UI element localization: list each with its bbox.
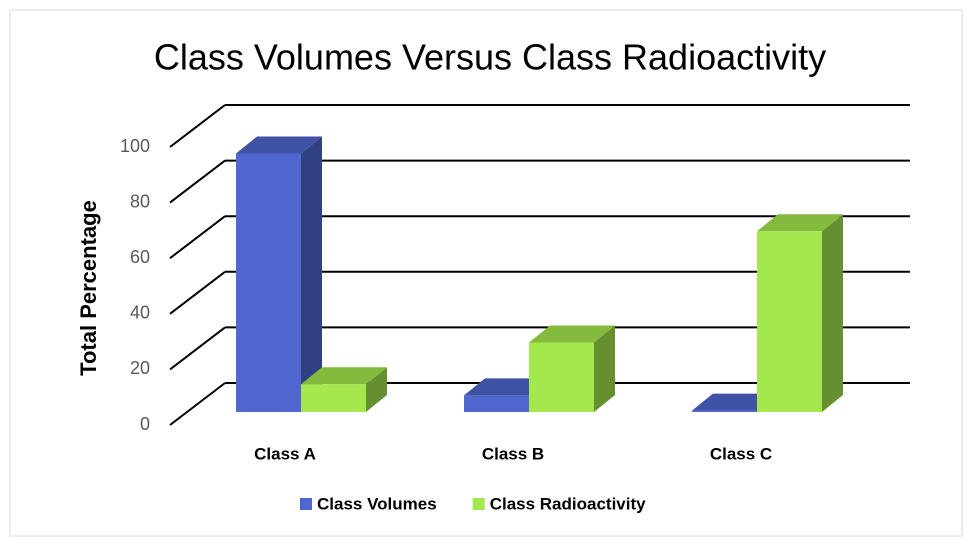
x-tick-label: Class C [710,444,772,463]
bar-top [692,393,778,411]
y-tick-label: 0 [140,414,150,434]
bar-side [366,367,387,412]
y-tick-label: 40 [130,303,150,323]
bar-side [301,136,322,412]
bar [529,342,594,412]
y-tick-label: 80 [130,191,150,211]
bar-top [757,214,843,232]
bar-side [594,325,615,412]
chart-title: Class Volumes Versus Class Radioactivity [154,37,826,78]
y-tick-label: 100 [120,136,150,156]
legend-swatch [472,498,485,510]
x-tick-label: Class A [254,444,316,463]
bar-top [529,325,615,343]
y-tick-label: 20 [130,358,150,378]
grid-line [169,326,226,371]
x-tick-label: Class B [482,444,544,463]
legend-label: Class Volumes [317,494,437,513]
legend-swatch [300,498,312,510]
y-axis-label: Total Percentage [76,200,101,376]
bar [236,153,301,412]
grid-line [169,271,226,315]
bar-top [464,378,550,396]
bar [301,384,366,412]
bar [464,395,529,412]
y-tick-label: 60 [130,247,150,267]
grid-line [169,159,226,204]
grid-line [169,215,226,259]
legend-label: Class Radioactivity [490,494,646,513]
bar-top [301,367,387,385]
grid-line [169,104,226,148]
bar-top [236,136,322,154]
bar [757,231,822,412]
bar-side [822,214,843,412]
grid-line [169,382,226,426]
bar [692,410,757,412]
